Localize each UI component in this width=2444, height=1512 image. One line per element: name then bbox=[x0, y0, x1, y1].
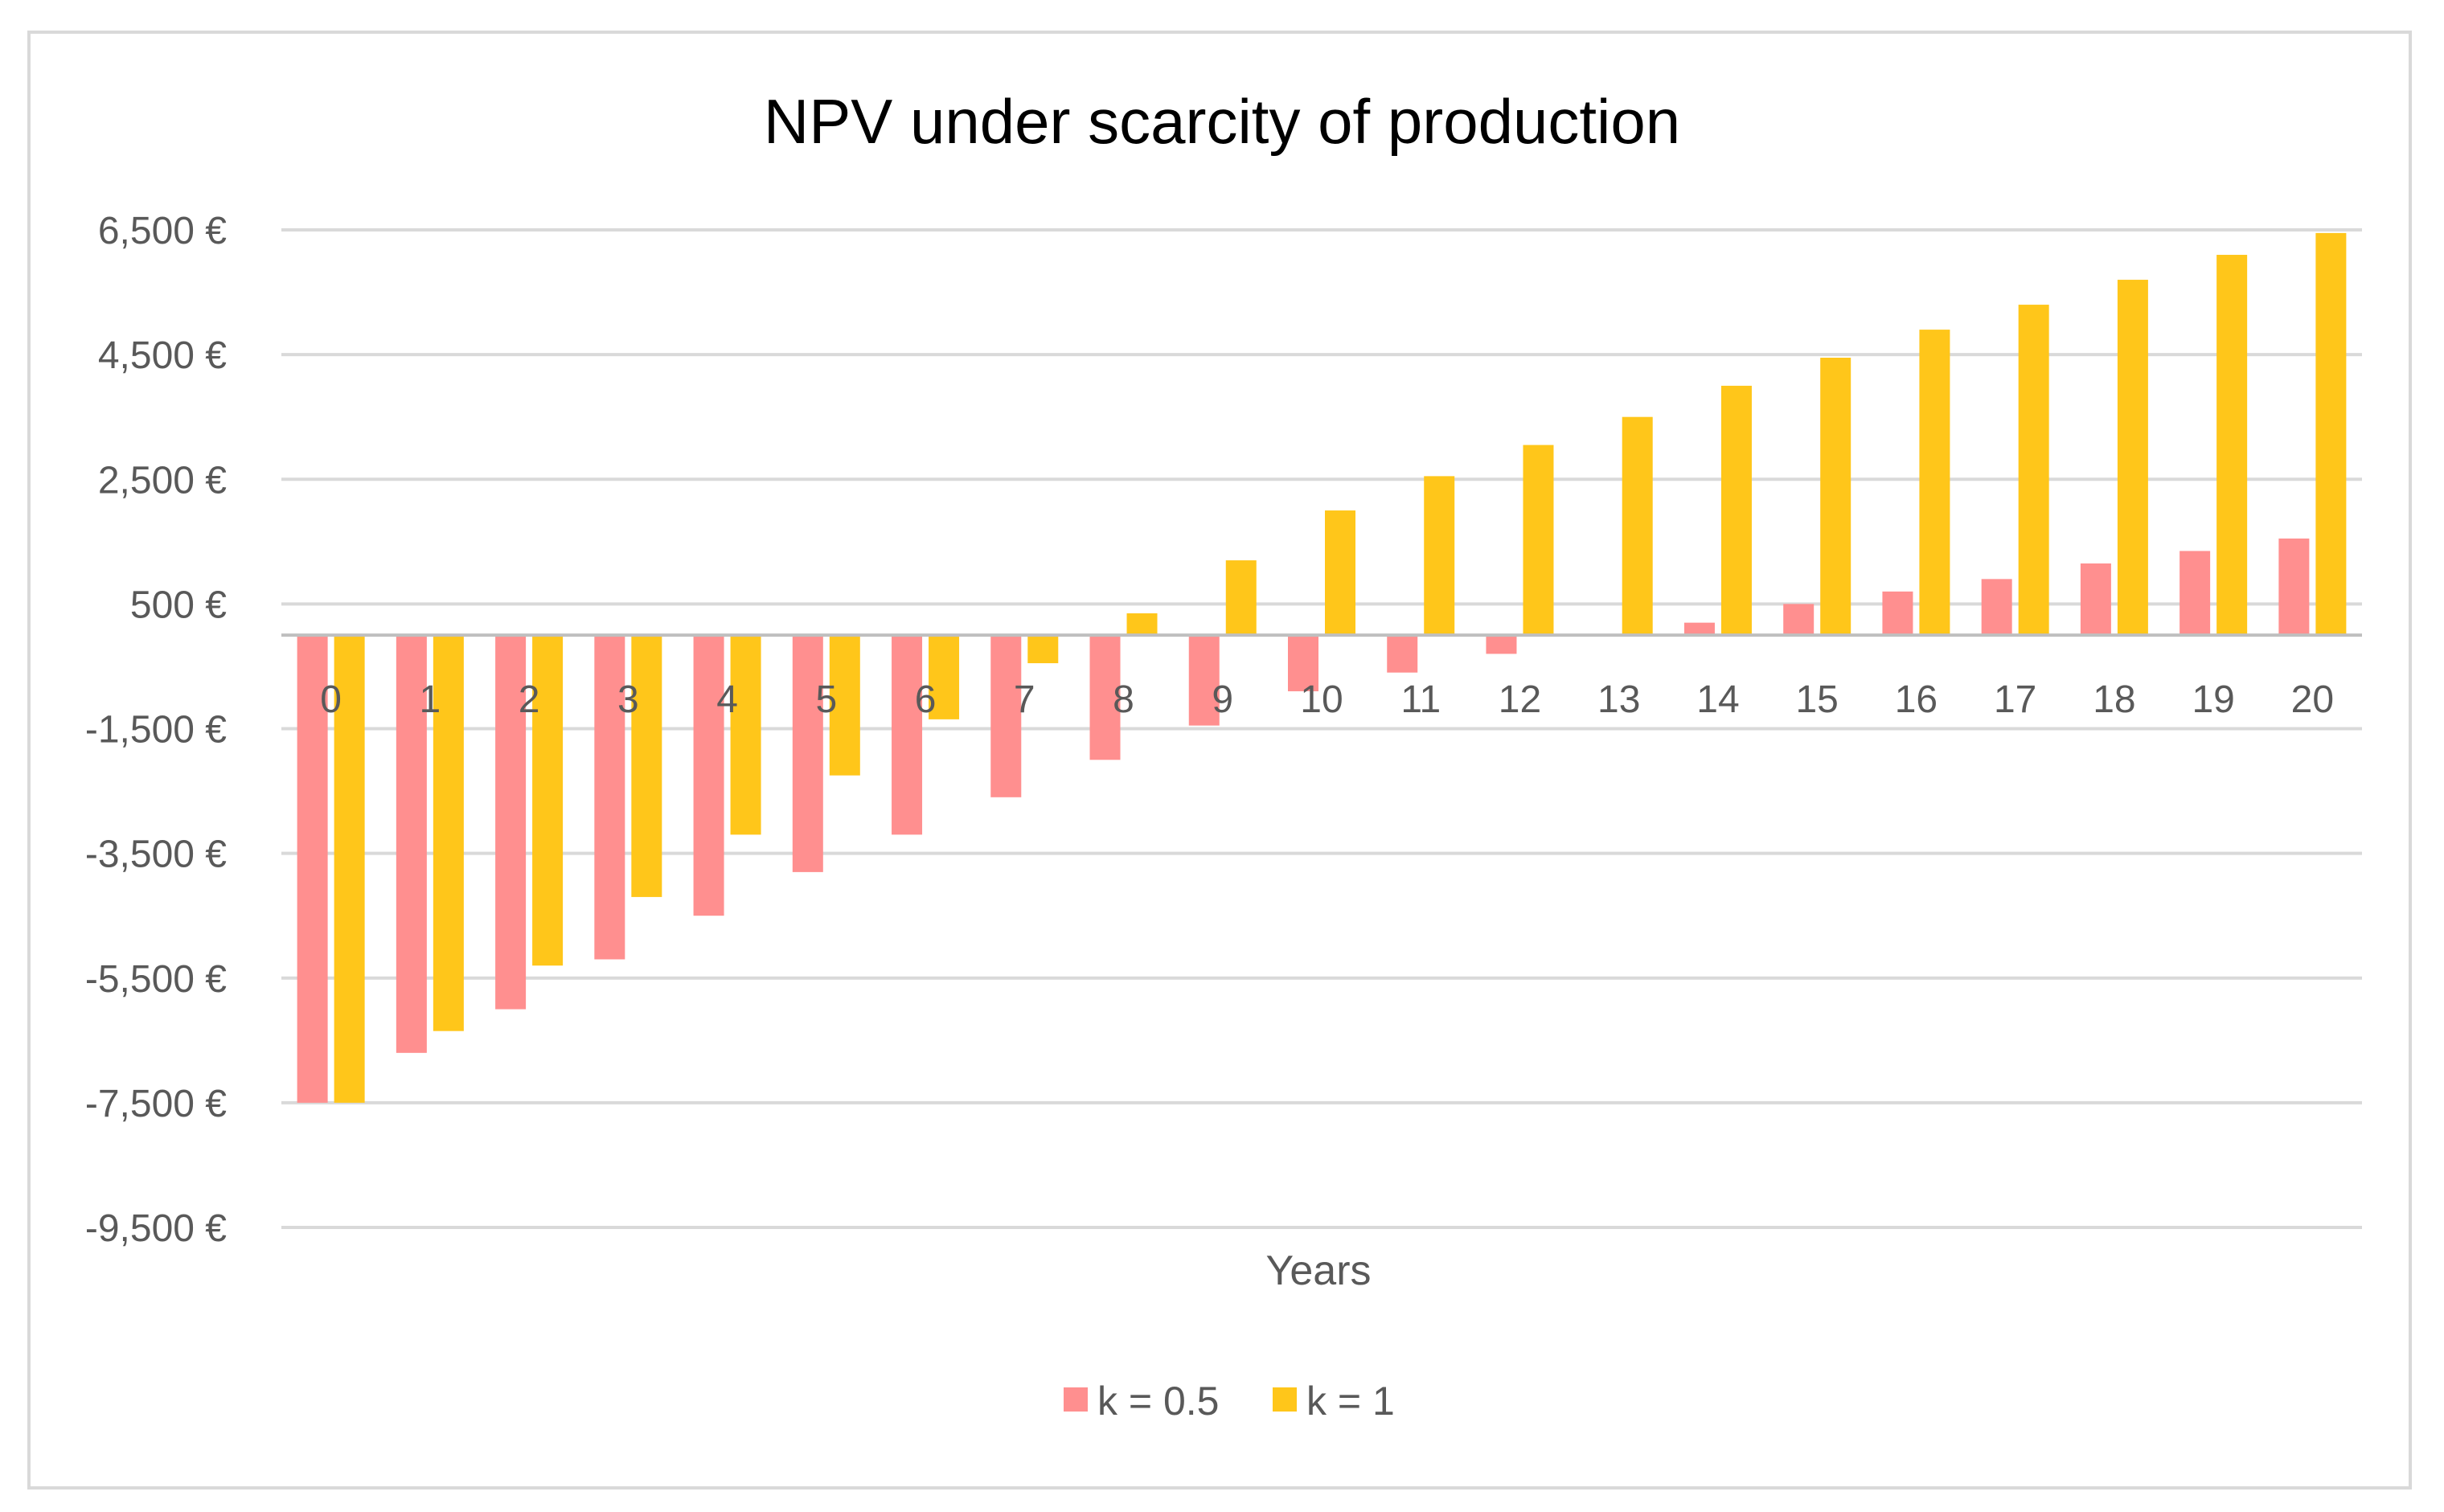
y-tick-label: -1,500 € bbox=[85, 709, 227, 752]
x-axis-ticks: 0 1 2 3 4 5 6 7 8 9 10 11 12 13 14 15 16 17 18 19 20 bbox=[320, 678, 2334, 721]
bars bbox=[297, 232, 2347, 1103]
y-tick-label: -5,500 € bbox=[85, 958, 227, 1001]
bar-k1-year-12 bbox=[1523, 445, 1554, 636]
bar-k05-year-15 bbox=[1783, 604, 1815, 636]
bar-k05-year-11 bbox=[1387, 635, 1418, 673]
bar-k05-year-7 bbox=[990, 635, 1022, 797]
x-tick-label: 16 bbox=[1895, 678, 1938, 721]
x-tick-label: 0 bbox=[320, 678, 342, 721]
bar-k05-year-1 bbox=[396, 635, 427, 1053]
x-tick-label: 15 bbox=[1795, 678, 1838, 721]
x-tick-label: 4 bbox=[716, 678, 738, 721]
bar-k1-year-0 bbox=[334, 635, 365, 1103]
bar-k05-year-18 bbox=[2080, 563, 2111, 636]
bar-k05-year-10 bbox=[1288, 635, 1318, 691]
legend-label-k05: k = 0.5 bbox=[1097, 1379, 1220, 1424]
x-tick-label: 19 bbox=[2192, 678, 2234, 721]
gridlines bbox=[281, 228, 2362, 1229]
x-tick-label: 3 bbox=[617, 678, 639, 721]
x-tick-label: 10 bbox=[1300, 678, 1343, 721]
bar-k05-year-0 bbox=[297, 635, 328, 1103]
chart-title: NPV under scarcity of production bbox=[764, 86, 1680, 157]
bar-k05-year-20 bbox=[2278, 538, 2310, 636]
bar-k05-year-19 bbox=[2180, 551, 2211, 636]
legend-swatch-k1 bbox=[1273, 1387, 1297, 1412]
x-tick-label: 20 bbox=[2291, 678, 2334, 721]
legend-swatch-k05 bbox=[1064, 1387, 1088, 1412]
y-tick-label: -7,500 € bbox=[85, 1083, 227, 1125]
bar-k1-year-2 bbox=[532, 635, 564, 966]
bar-k05-year-17 bbox=[1981, 579, 2012, 636]
x-tick-label: 18 bbox=[2093, 678, 2135, 721]
bar-k1-year-7 bbox=[1027, 635, 1059, 664]
x-tick-label: 2 bbox=[519, 678, 540, 721]
bar-k05-year-2 bbox=[495, 635, 527, 1010]
y-tick-label: 2,500 € bbox=[98, 459, 227, 502]
x-tick-label: 12 bbox=[1499, 678, 1541, 721]
bar-k05-year-8 bbox=[1089, 635, 1121, 760]
legend-label-k1: k = 1 bbox=[1306, 1379, 1395, 1424]
y-axis-ticks: 6,500 € 4,500 € 2,500 € 500 € -1,500 € -3,500… bbox=[85, 210, 227, 1250]
y-tick-label: -9,500 € bbox=[85, 1207, 227, 1250]
bar-k1-year-11 bbox=[1424, 476, 1455, 636]
x-tick-label: 6 bbox=[915, 678, 937, 721]
bar-k05-year-4 bbox=[693, 635, 724, 916]
y-tick-label: -3,500 € bbox=[85, 834, 227, 876]
bar-k05-year-14 bbox=[1683, 622, 1715, 636]
bar-k1-year-1 bbox=[433, 635, 464, 1031]
bar-k1-year-20 bbox=[2315, 232, 2347, 636]
bar-k1-year-19 bbox=[2216, 255, 2248, 636]
bar-k1-year-8 bbox=[1126, 613, 1158, 636]
bar-k1-year-3 bbox=[631, 635, 662, 897]
x-tick-label: 11 bbox=[1400, 678, 1441, 721]
x-tick-label: 14 bbox=[1696, 678, 1739, 721]
bar-k1-year-14 bbox=[1720, 385, 1752, 636]
bar-k1-year-17 bbox=[2018, 305, 2049, 636]
bar-k1-year-13 bbox=[1622, 416, 1653, 636]
y-tick-label: 6,500 € bbox=[98, 210, 227, 252]
x-axis-label: Years bbox=[1265, 1248, 1371, 1294]
bar-k1-year-10 bbox=[1325, 510, 1355, 636]
bar-k1-year-9 bbox=[1225, 560, 1257, 636]
bar-k05-year-9 bbox=[1188, 635, 1220, 726]
bar-k1-year-16 bbox=[1919, 330, 1950, 636]
bar-k05-year-16 bbox=[1882, 591, 1913, 636]
bar-k05-year-5 bbox=[792, 635, 823, 872]
x-tick-label: 13 bbox=[1597, 678, 1640, 721]
x-tick-label: 5 bbox=[815, 678, 837, 721]
y-tick-label: 4,500 € bbox=[98, 334, 227, 377]
bar-k1-year-5 bbox=[829, 635, 860, 776]
bar-k1-year-18 bbox=[2117, 280, 2148, 636]
x-tick-label: 9 bbox=[1212, 678, 1233, 721]
x-tick-label: 1 bbox=[420, 678, 441, 721]
bar-k05-year-3 bbox=[594, 635, 625, 960]
bar-k05-year-12 bbox=[1486, 635, 1517, 654]
legend: k = 0.5 k = 1 bbox=[1064, 1379, 1395, 1424]
bar-k1-year-6 bbox=[929, 635, 960, 719]
bar-k1-year-15 bbox=[1820, 358, 1851, 636]
bar-k1-year-4 bbox=[730, 635, 761, 835]
x-tick-label: 17 bbox=[1994, 678, 2036, 721]
bar-k05-year-6 bbox=[892, 635, 923, 835]
y-tick-label: 500 € bbox=[130, 584, 227, 626]
x-tick-label: 8 bbox=[1113, 678, 1134, 721]
x-tick-label: 7 bbox=[1014, 678, 1035, 721]
